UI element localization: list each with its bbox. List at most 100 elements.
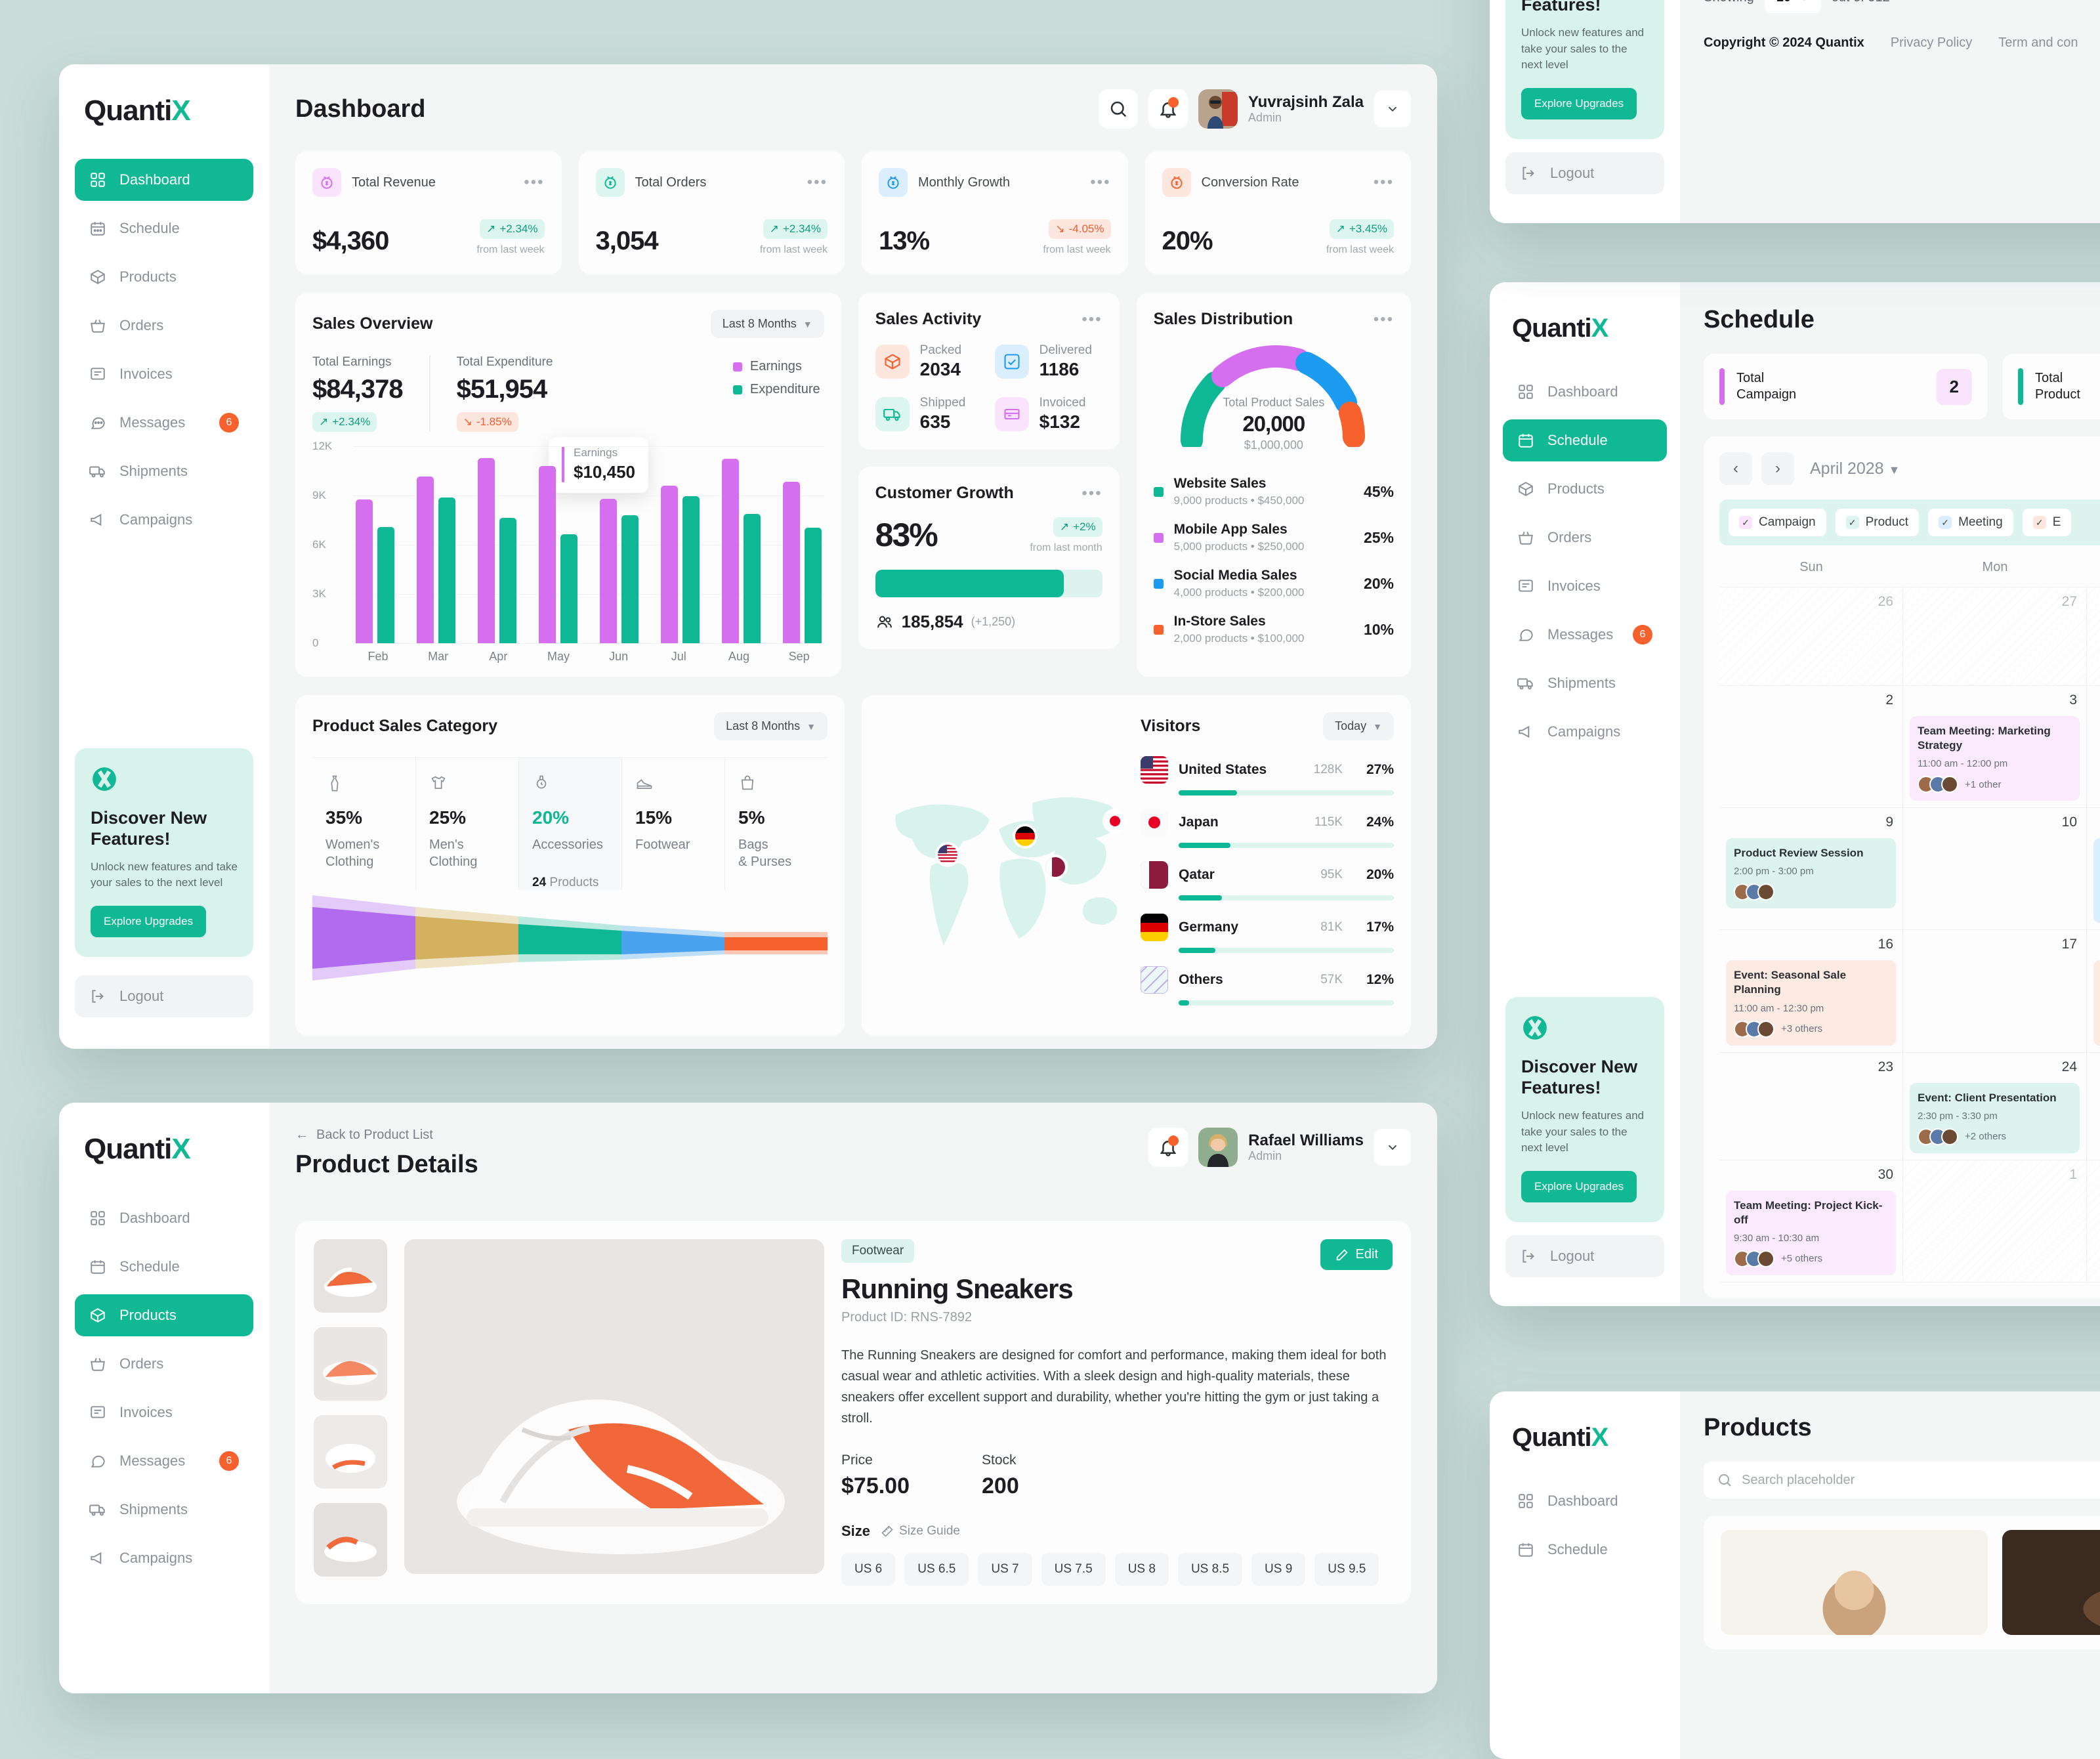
category-bags-purses[interactable]: 5% Bags & Purses bbox=[724, 758, 828, 890]
logout-button[interactable]: Logout bbox=[1505, 1235, 1664, 1277]
bar-group[interactable] bbox=[417, 477, 455, 643]
bar-group[interactable] bbox=[722, 459, 761, 643]
bar-group[interactable] bbox=[356, 499, 394, 643]
sales-overview-range-select[interactable]: Last 8 Months▼ bbox=[711, 310, 824, 338]
map-marker-us[interactable] bbox=[934, 841, 961, 872]
sidebar-item-schedule[interactable]: Schedule bbox=[1503, 419, 1667, 461]
size-guide-link[interactable]: Size Guide bbox=[881, 1524, 960, 1538]
sidebar-item-campaigns[interactable]: Campaigns bbox=[75, 1537, 253, 1579]
search-button[interactable] bbox=[1099, 89, 1138, 129]
search-input[interactable]: Search placeholder bbox=[1704, 1462, 2100, 1498]
chip-product[interactable]: ✓Product bbox=[1836, 509, 1919, 536]
sidebar-item-messages[interactable]: Messages 6 bbox=[75, 1440, 253, 1482]
chip-event[interactable]: ✓E bbox=[2023, 509, 2072, 536]
sidebar-item-messages[interactable]: Messages 6 bbox=[75, 402, 253, 444]
card-menu-button[interactable]: ••• bbox=[1374, 316, 1394, 324]
calendar-cell[interactable]: 2 bbox=[1719, 686, 1903, 808]
chip-campaign[interactable]: ✓Campaign bbox=[1729, 509, 1826, 536]
user-menu-button[interactable] bbox=[1374, 91, 1411, 127]
bar-earnings-jul[interactable] bbox=[661, 486, 678, 643]
page-size-select[interactable]: 10▼ bbox=[1765, 0, 1821, 13]
bar-expenditure-apr[interactable] bbox=[499, 518, 516, 643]
calendar-cell[interactable]: 23 bbox=[1719, 1053, 1903, 1160]
calendar-cell[interactable]: 17 bbox=[1903, 930, 2087, 1052]
bar-group[interactable] bbox=[478, 458, 516, 644]
sidebar-item-orders[interactable]: Orders bbox=[75, 1343, 253, 1385]
sidebar-item-schedule[interactable]: Schedule bbox=[75, 1246, 253, 1288]
sidebar-item-products[interactable]: Products bbox=[1503, 468, 1667, 510]
stat-card-conversion-rate[interactable]: Conversion Rate ••• 20% ↗+3.45% from las… bbox=[1145, 151, 1412, 274]
category-range-select[interactable]: Last 8 Months▼ bbox=[714, 712, 828, 740]
bar-group[interactable] bbox=[600, 499, 639, 643]
logout-button[interactable]: Logout bbox=[1505, 152, 1664, 194]
privacy-policy-link[interactable]: Privacy Policy bbox=[1891, 35, 1972, 51]
edit-product-button[interactable]: Edit bbox=[1320, 1239, 1393, 1270]
sidebar-item-shipments[interactable]: Shipments bbox=[75, 1489, 253, 1531]
sidebar-item-schedule[interactable]: Schedule bbox=[75, 207, 253, 249]
size-option[interactable]: US 8 bbox=[1115, 1553, 1169, 1586]
logout-button[interactable]: Logout bbox=[75, 975, 253, 1017]
bar-earnings-jun[interactable] bbox=[600, 499, 617, 643]
sidebar-item-orders[interactable]: Orders bbox=[75, 305, 253, 347]
calendar-event[interactable]: Campaign Launch: Summer Sale10:00 am - 1… bbox=[2093, 960, 2100, 1045]
calendar-cell[interactable]: 10 bbox=[1903, 808, 2087, 930]
calendar-cell[interactable] bbox=[2087, 587, 2100, 686]
notifications-button[interactable] bbox=[1148, 89, 1188, 129]
map-marker-jp[interactable] bbox=[1101, 807, 1129, 838]
size-option[interactable]: US 9 bbox=[1251, 1553, 1305, 1586]
bar-expenditure-aug[interactable] bbox=[744, 514, 761, 644]
card-menu-button[interactable]: ••• bbox=[807, 179, 828, 186]
card-menu-button[interactable]: ••• bbox=[1090, 179, 1110, 186]
calendar-cell[interactable] bbox=[2087, 1053, 2100, 1160]
explore-upgrades-button[interactable]: Explore Upgrades bbox=[1521, 88, 1637, 119]
back-to-product-list-link[interactable]: ←Back to Product List bbox=[295, 1128, 478, 1143]
sidebar-item-schedule[interactable]: Schedule bbox=[1503, 1529, 1667, 1571]
thumbnail-4[interactable] bbox=[314, 1503, 387, 1577]
sidebar-item-dashboard[interactable]: Dashboard bbox=[75, 1197, 253, 1239]
bar-earnings-may[interactable] bbox=[539, 466, 556, 643]
sidebar-item-dashboard[interactable]: Dashboard bbox=[1503, 371, 1667, 413]
size-option[interactable]: US 7 bbox=[978, 1553, 1032, 1586]
bar-expenditure-feb[interactable] bbox=[377, 527, 394, 644]
product-hero-image[interactable] bbox=[404, 1239, 824, 1574]
size-option[interactable]: US 7.5 bbox=[1041, 1553, 1106, 1586]
bar-earnings-sep[interactable] bbox=[783, 482, 800, 643]
bar-earnings-aug[interactable] bbox=[722, 459, 739, 643]
explore-upgrades-button[interactable]: Explore Upgrades bbox=[91, 906, 206, 937]
sidebar-item-campaigns[interactable]: Campaigns bbox=[75, 499, 253, 541]
bar-expenditure-may[interactable] bbox=[560, 534, 578, 643]
calendar-cell[interactable]: 27 bbox=[1903, 587, 2087, 686]
explore-upgrades-button[interactable]: Explore Upgrades bbox=[1521, 1171, 1637, 1202]
sidebar-item-invoices[interactable]: Invoices bbox=[75, 1391, 253, 1433]
card-menu-button[interactable]: ••• bbox=[1374, 179, 1394, 186]
bar-expenditure-sep[interactable] bbox=[805, 528, 822, 643]
bar-earnings-mar[interactable] bbox=[417, 477, 434, 643]
calendar-cell[interactable] bbox=[2087, 686, 2100, 808]
map-marker-qa[interactable] bbox=[1041, 853, 1069, 884]
category-womens-clothing[interactable]: 35% Women's Clothing bbox=[312, 758, 415, 890]
sidebar-item-dashboard[interactable]: Dashboard bbox=[75, 159, 253, 201]
card-menu-button[interactable]: ••• bbox=[1082, 316, 1102, 324]
calendar-cell[interactable]: 1 bbox=[1903, 1160, 2087, 1282]
card-menu-button[interactable]: ••• bbox=[1082, 490, 1102, 498]
sidebar-item-orders[interactable]: Orders bbox=[1503, 517, 1667, 559]
stat-card-total-revenue[interactable]: Total Revenue ••• $4,360 ↗+2.34% from la… bbox=[295, 151, 562, 274]
avatar[interactable] bbox=[1198, 1128, 1238, 1167]
thumbnail-2[interactable] bbox=[314, 1327, 387, 1401]
stat-card-monthly-growth[interactable]: Monthly Growth ••• 13% ↘-4.05% from last… bbox=[862, 151, 1128, 274]
sidebar-item-messages[interactable]: Messages 6 bbox=[1503, 614, 1667, 656]
sidebar-item-products[interactable]: Products bbox=[75, 1294, 253, 1336]
card-menu-button[interactable]: ••• bbox=[524, 179, 544, 186]
bar-group[interactable] bbox=[539, 466, 578, 643]
calendar-cell[interactable]: Campaign Launch: Summer Sale10:00 am - 1… bbox=[2087, 930, 2100, 1052]
sidebar-item-campaigns[interactable]: Campaigns bbox=[1503, 711, 1667, 753]
prev-month-button[interactable]: ‹ bbox=[1719, 452, 1752, 485]
size-option[interactable]: US 6.5 bbox=[904, 1553, 969, 1586]
